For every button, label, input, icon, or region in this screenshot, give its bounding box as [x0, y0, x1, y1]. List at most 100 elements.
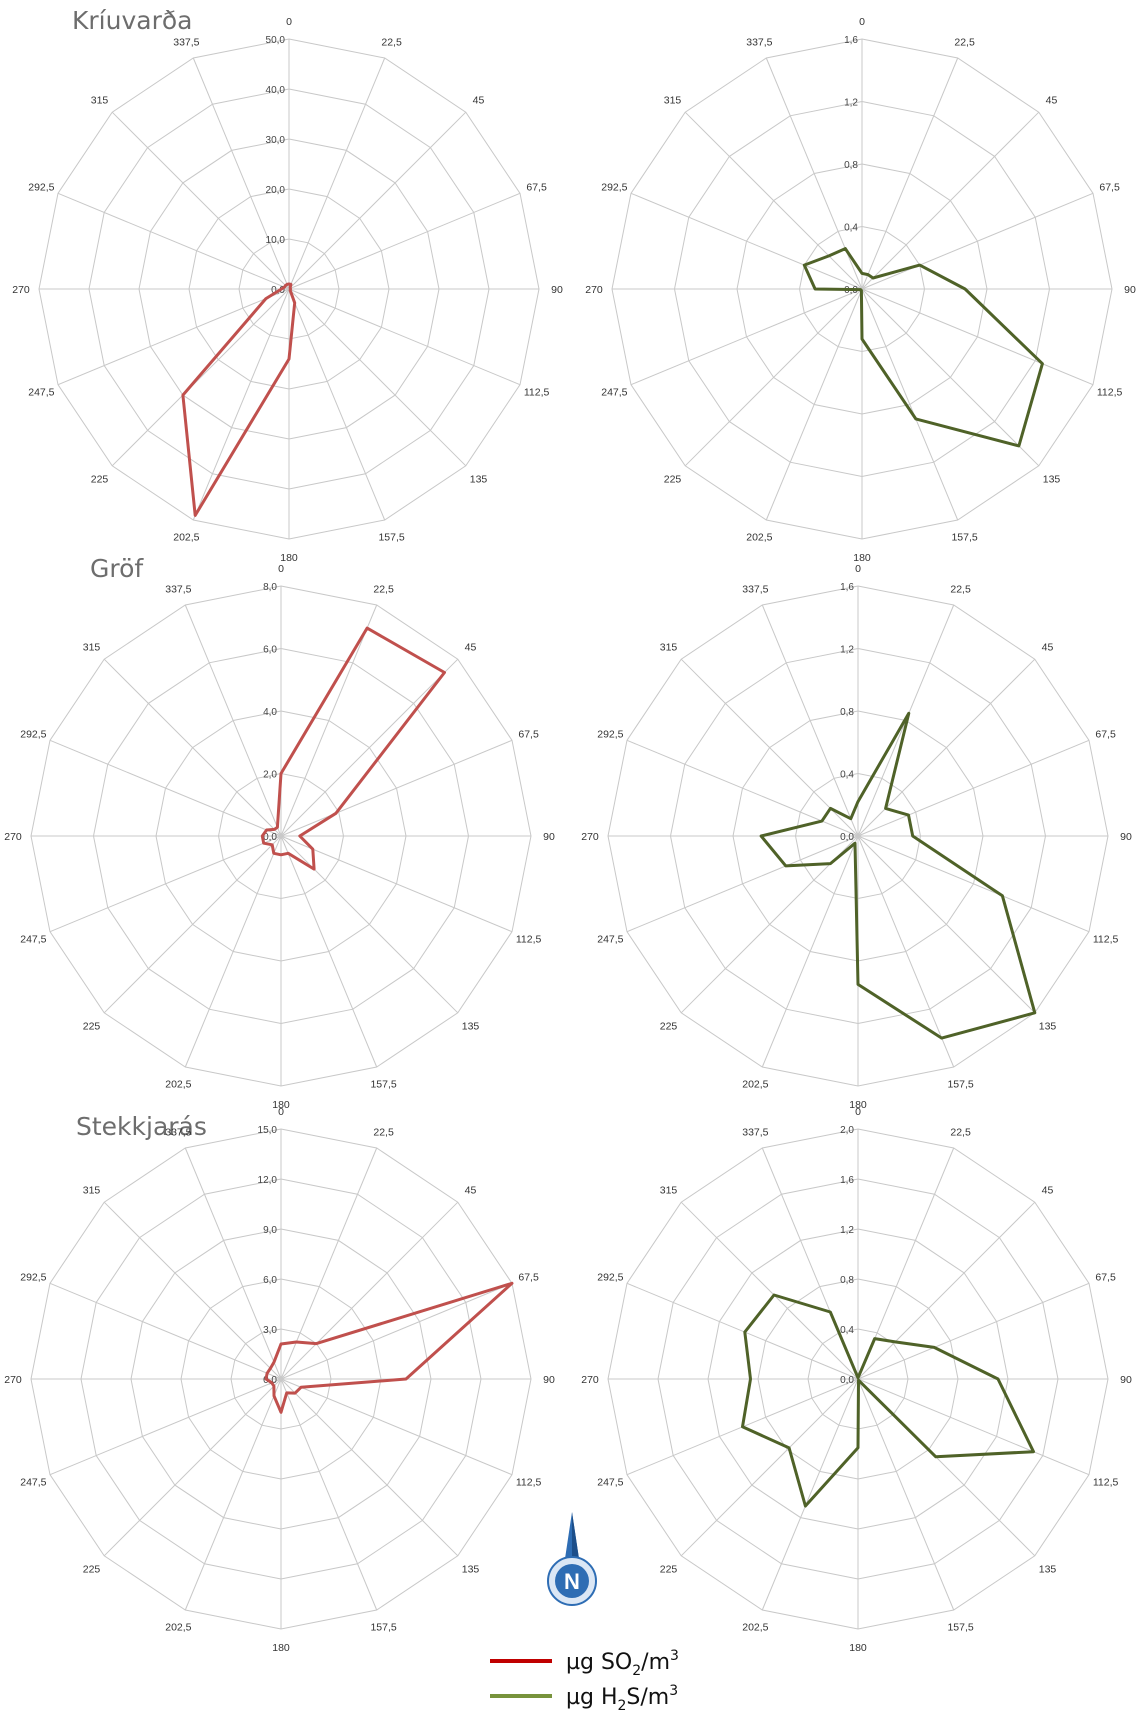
direction-label: 315: [91, 95, 109, 107]
direction-label: 247,5: [601, 387, 627, 399]
data-series-so2: [264, 1281, 514, 1414]
ring-value-label: 4,0: [263, 707, 277, 718]
grid-spoke: [861, 57, 959, 290]
direction-label: 90: [1124, 284, 1136, 296]
grid-spoke: [630, 288, 863, 386]
direction-label: 157,5: [370, 1079, 396, 1091]
radar-chart-stekkjaras-so2: 0 22,5 45 67,5 90 112,5 135 157,5 180 202,5 225 247…: [4, 1106, 555, 1654]
direction-label: 45: [473, 95, 485, 107]
grid-spoke: [861, 111, 1040, 290]
direction-label: 247,5: [20, 1477, 46, 1489]
ring-value-label: 0,4: [844, 223, 858, 234]
direction-label: 112,5: [524, 387, 550, 399]
direction-label: 157,5: [378, 532, 404, 544]
grid-spoke: [288, 288, 467, 467]
grid-spoke: [626, 835, 859, 933]
radar-chart-grof-h2s: 0 22,5 45 67,5 90 112,5 135 157,5 180 202,5 225 247…: [581, 563, 1132, 1111]
grid-spoke: [280, 835, 513, 933]
direction-label: 157,5: [947, 1622, 973, 1634]
grid-spoke: [280, 1378, 513, 1476]
grid-spoke: [288, 288, 521, 386]
ring-value-label: 1,6: [844, 35, 858, 46]
radar-chart-kriuvarda-h2s: 0 22,5 45 67,5 90 112,5 135 157,5 180 202,5 225 247…: [585, 16, 1136, 564]
grid-spoke: [111, 111, 290, 290]
grid-spoke: [630, 192, 863, 290]
ring-value-label: 20,0: [266, 185, 286, 196]
grid-spoke: [280, 1201, 459, 1380]
direction-label: 270: [585, 284, 603, 296]
direction-label: 225: [91, 474, 109, 486]
ring-value-label: 30,0: [266, 135, 286, 146]
grid-spoke: [761, 1378, 859, 1611]
direction-label: 135: [1039, 1564, 1057, 1576]
direction-label: 180: [849, 1642, 867, 1654]
direction-label: 337,5: [746, 36, 772, 48]
grid-spoke: [280, 604, 378, 837]
grid-spoke: [761, 835, 859, 1068]
direction-label: 337,5: [165, 583, 191, 595]
data-series-so2: [260, 626, 446, 871]
direction-label: 270: [581, 1374, 599, 1386]
direction-label: 292,5: [28, 181, 54, 193]
ring-value-label: 2,0: [840, 1125, 854, 1136]
direction-label: 67,5: [518, 728, 539, 740]
direction-label: 90: [543, 831, 555, 843]
station-title-stekkjaras: Stekkjarás: [76, 1112, 207, 1141]
grid-spoke: [280, 1378, 459, 1557]
grid-spoke: [857, 835, 955, 1068]
ring-value-label: 0,8: [840, 1275, 854, 1286]
ring-value-label: 6,0: [263, 645, 277, 656]
direction-label: 180: [280, 552, 298, 564]
direction-label: 180: [272, 1642, 290, 1654]
direction-label: 90: [1120, 1374, 1132, 1386]
legend-label-so2: µg SO2/m3: [566, 1648, 679, 1679]
radar-chart-grof-so2: 0 22,5 45 67,5 90 112,5 135 157,5 180 202,5 225 247…: [4, 563, 555, 1111]
grid-spoke: [857, 1378, 1090, 1476]
data-series-h2s: [741, 1293, 1035, 1508]
grid-spoke: [103, 1378, 282, 1557]
ring-value-label: 1,2: [840, 645, 854, 656]
direction-label: 157,5: [947, 1079, 973, 1091]
ring-value-label: 9,0: [263, 1225, 277, 1236]
grid-spoke: [111, 288, 290, 467]
grid-spoke: [857, 835, 1090, 933]
direction-label: 247,5: [597, 1477, 623, 1489]
grid-spoke: [103, 1201, 282, 1380]
ring-value-label: 0,0: [840, 832, 854, 843]
direction-label: 45: [465, 642, 477, 654]
ring-value-label: 1,6: [840, 1175, 854, 1186]
grid-spoke: [857, 835, 1036, 1014]
direction-label: 270: [12, 284, 30, 296]
direction-label: 337,5: [742, 583, 768, 595]
direction-label: 202,5: [742, 1079, 768, 1091]
grid-spoke: [184, 1378, 282, 1611]
direction-label: 45: [1042, 642, 1054, 654]
ring-value-label: 50,0: [266, 35, 286, 46]
data-series-so2: [181, 282, 297, 517]
direction-label: 270: [4, 1374, 22, 1386]
direction-label: 180: [849, 1099, 867, 1111]
direction-label: 247,5: [20, 934, 46, 946]
ring-value-label: 1,6: [840, 582, 854, 593]
direction-label: 247,5: [597, 934, 623, 946]
ring-value-label: 40,0: [266, 85, 286, 96]
grid-spoke: [680, 1201, 859, 1380]
grid-spoke: [280, 1147, 378, 1380]
grid-spoke: [288, 192, 521, 290]
radar-chart-kriuvarda-so2: 0 22,5 45 67,5 90 112,5 135 157,5 180 202,5 225 247…: [12, 16, 563, 564]
grid-spoke: [49, 1282, 282, 1380]
direction-label: 337,5: [165, 1126, 191, 1138]
grid-spoke: [861, 192, 1094, 290]
direction-label: 225: [660, 1021, 678, 1033]
ring-value-label: 12,0: [258, 1175, 278, 1186]
station-title-kriuvarda: Kríuvarða: [72, 6, 192, 35]
grid-spoke: [280, 739, 513, 837]
direction-label: 225: [83, 1021, 101, 1033]
direction-label: 202,5: [173, 532, 199, 544]
grid-spoke: [861, 288, 1094, 386]
direction-label: 270: [581, 831, 599, 843]
grid-spoke: [857, 1282, 1090, 1380]
ring-value-label: 0,4: [840, 1325, 854, 1336]
direction-label: 22,5: [950, 583, 971, 595]
